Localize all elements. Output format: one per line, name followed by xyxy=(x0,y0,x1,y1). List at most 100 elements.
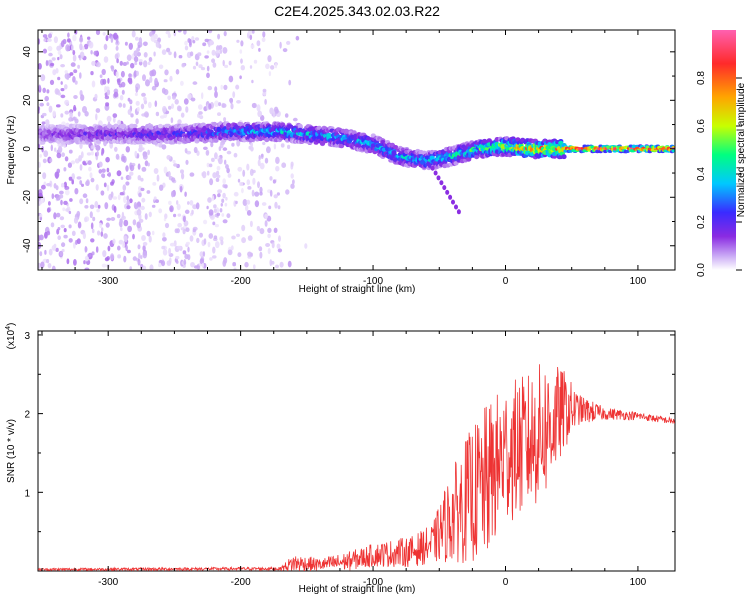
noise-mark xyxy=(135,100,140,106)
noise-mark xyxy=(235,200,238,205)
noise-mark xyxy=(84,245,88,253)
noise-mark xyxy=(38,63,42,70)
noise-mark xyxy=(246,210,252,216)
noise-mark xyxy=(221,198,225,203)
ridge-mark xyxy=(351,130,357,135)
noise-mark xyxy=(184,40,188,46)
noise-mark xyxy=(286,40,291,45)
noise-mark xyxy=(222,47,228,54)
noise-mark xyxy=(91,80,96,88)
noise-mark xyxy=(122,103,126,108)
ridge-mark xyxy=(213,138,219,143)
noise-mark xyxy=(168,200,172,205)
noise-mark xyxy=(125,181,130,186)
noise-mark xyxy=(180,80,184,86)
noise-mark xyxy=(204,55,209,59)
noise-mark xyxy=(170,117,174,124)
noise-mark xyxy=(192,40,196,44)
noise-mark xyxy=(129,164,135,172)
noise-mark xyxy=(290,183,295,189)
noise-mark xyxy=(127,109,132,115)
y-tick-label: -40 xyxy=(22,238,33,253)
noise-mark xyxy=(159,115,165,119)
noise-mark xyxy=(70,62,76,67)
noise-mark xyxy=(77,111,81,117)
noise-mark xyxy=(137,258,141,266)
noise-mark xyxy=(103,182,107,188)
noise-mark xyxy=(203,238,207,245)
noise-mark xyxy=(149,76,153,83)
colorbar-ticks: 0.0 0.2 0.4 0.6 0.8 xyxy=(696,71,742,277)
noise-mark xyxy=(138,192,142,198)
noise-mark xyxy=(247,235,253,241)
noise-mark xyxy=(116,58,119,64)
streak-mark xyxy=(439,180,444,186)
noise-mark xyxy=(112,238,116,245)
noise-mark xyxy=(89,204,95,210)
noise-mark xyxy=(270,65,275,70)
noise-mark xyxy=(151,230,155,236)
noise-mark xyxy=(101,68,106,76)
noise-mark xyxy=(79,198,84,205)
noise-mark xyxy=(45,60,49,67)
noise-mark xyxy=(227,173,232,178)
noise-mark xyxy=(136,153,140,159)
noise-mark xyxy=(53,36,59,44)
noise-mark xyxy=(209,40,214,44)
noise-mark xyxy=(72,76,76,83)
noise-mark xyxy=(212,62,217,68)
noise-mark xyxy=(61,182,65,188)
noise-mark xyxy=(42,172,47,180)
noise-mark xyxy=(111,65,115,72)
noise-mark xyxy=(117,119,122,126)
noise-mark xyxy=(71,179,74,185)
noise-mark xyxy=(246,163,250,171)
noise-mark xyxy=(192,204,198,210)
noise-mark xyxy=(259,186,263,193)
noise-mark xyxy=(54,171,60,179)
noise-mark xyxy=(219,208,223,213)
noise-mark xyxy=(236,100,241,104)
noise-mark xyxy=(184,45,189,51)
noise-mark xyxy=(171,190,175,198)
noise-mark xyxy=(136,222,140,227)
noise-mark xyxy=(103,56,109,63)
ridge-mark xyxy=(338,143,345,149)
noise-mark xyxy=(129,198,133,204)
noise-mark xyxy=(176,203,181,211)
noise-mark xyxy=(202,171,207,179)
noise-mark xyxy=(108,171,111,178)
noise-mark xyxy=(236,39,240,43)
noise-mark xyxy=(56,152,62,159)
noise-mark xyxy=(259,251,263,259)
noise-mark xyxy=(218,157,223,165)
ridge-mark xyxy=(148,125,154,130)
noise-mark xyxy=(172,159,176,164)
noise-mark xyxy=(110,191,114,198)
noise-mark xyxy=(235,84,240,90)
noise-mark xyxy=(135,36,139,41)
ridge-mark xyxy=(297,123,303,129)
noise-mark xyxy=(222,178,226,185)
noise-mark xyxy=(79,72,82,79)
noise-mark xyxy=(84,205,89,209)
streak-mark xyxy=(448,194,453,200)
noise-mark xyxy=(85,180,90,186)
colorbar-tick-label: 0.0 xyxy=(696,263,707,277)
noise-mark xyxy=(79,51,85,59)
noise-mark xyxy=(53,212,57,220)
noise-mark xyxy=(103,139,107,147)
snr-x-label-text: Height of straight line (km) xyxy=(299,584,416,595)
noise-mark xyxy=(208,209,214,216)
noise-mark xyxy=(121,89,125,95)
noise-mark xyxy=(152,182,157,186)
snr-frame xyxy=(37,330,676,572)
noise-mark xyxy=(201,92,204,100)
noise-mark xyxy=(143,52,148,58)
noise-mark xyxy=(198,64,203,69)
noise-mark xyxy=(237,178,241,183)
noise-mark xyxy=(123,235,128,243)
noise-mark xyxy=(95,30,101,36)
noise-mark xyxy=(164,213,168,219)
noise-mark xyxy=(144,160,149,167)
